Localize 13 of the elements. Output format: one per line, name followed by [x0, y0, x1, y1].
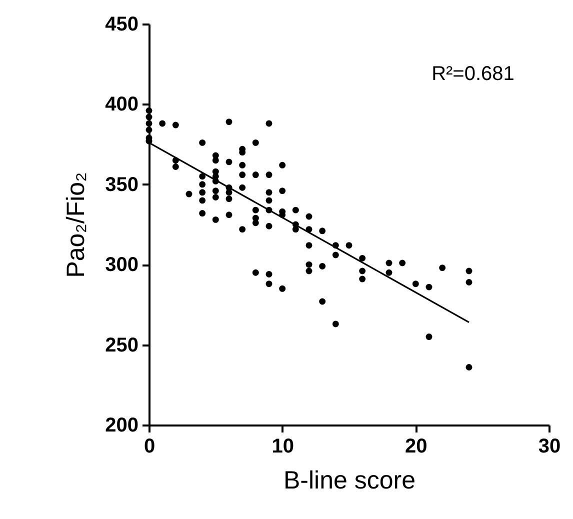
x-tick-label: 20 [405, 436, 428, 458]
y-tick-label: 200 [105, 414, 138, 436]
annotation: R²=0.681 [432, 63, 514, 85]
x-axis-title: B-line score [284, 466, 416, 494]
y-tick-label: 450 [105, 14, 138, 36]
y-tick-label: 350 [105, 174, 138, 196]
y-tick-label: 250 [105, 334, 138, 356]
x-tick-label: 0 [144, 436, 156, 458]
x-tick-label: 30 [538, 436, 561, 458]
x-tick-label: 10 [272, 436, 294, 458]
y-tick-label: 400 [105, 94, 138, 116]
y-tick-label: 300 [105, 254, 138, 276]
y-axis-title: Pao₂/Fio₂ [62, 172, 90, 278]
